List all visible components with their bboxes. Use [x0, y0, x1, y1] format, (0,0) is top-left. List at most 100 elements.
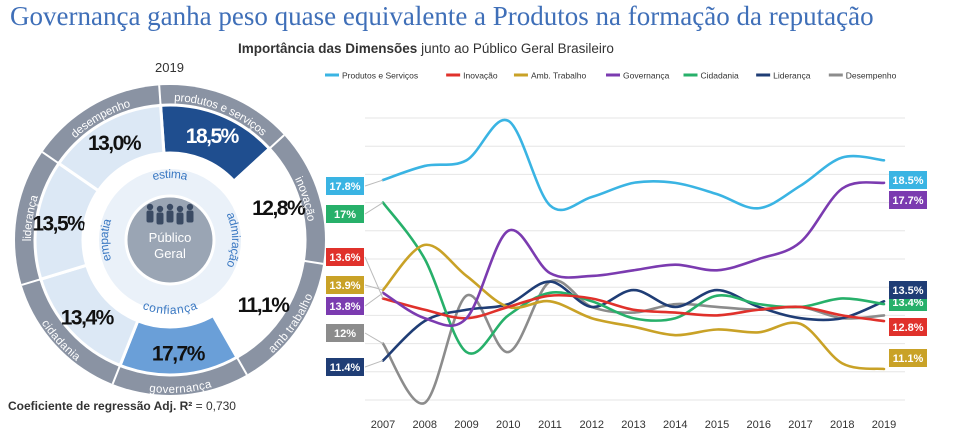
- legend-item: Governança: [606, 71, 670, 81]
- end-label: 11.1%: [889, 349, 927, 367]
- donut-inner-label-0: estima: [151, 167, 189, 183]
- start-leader: [364, 179, 384, 187]
- end-label: 17.7%: [889, 191, 927, 209]
- donut-value-produtos: 18,5%: [186, 125, 240, 148]
- start-leader: [364, 332, 384, 345]
- x-tick-label: 2009: [454, 419, 478, 431]
- label-box-bg: [326, 205, 364, 223]
- legend-item: Liderança: [756, 71, 811, 81]
- label-box-bg: [326, 297, 364, 315]
- donut-separator: [303, 259, 324, 265]
- footnote-value: = 0,730: [195, 399, 236, 413]
- series-line-produtos-e-servi-os: [381, 118, 886, 212]
- donut-inner-label-1: admiração: [224, 210, 243, 270]
- donut-value-lideranca: 13,5%: [32, 213, 86, 236]
- label-box-text: 17%: [334, 209, 356, 221]
- x-tick-label: 2012: [580, 419, 604, 431]
- label-box-text: 13.9%: [329, 280, 360, 292]
- label-box-bg: [889, 349, 927, 367]
- start-label: 13.8%: [326, 297, 364, 315]
- start-label: 17.8%: [326, 177, 364, 195]
- series-line-governan-a: [381, 181, 886, 328]
- end-label: 13.5%: [889, 281, 927, 299]
- label-box-text: 11.1%: [893, 353, 924, 365]
- regression-footnote: Coeficiente de regressão Adj. R² = 0,730: [8, 399, 236, 413]
- x-tick-label: 2017: [788, 419, 812, 431]
- donut-inner-label-3: empatia: [97, 217, 114, 263]
- donut-segment-desempenho: [56, 103, 166, 193]
- subtitle-bold: Importância das Dimensões: [238, 41, 418, 56]
- start-leader: [364, 292, 384, 307]
- x-tick-label: 2016: [747, 419, 771, 431]
- label-box-text: 13.8%: [329, 301, 360, 313]
- donut-value-inovacao: 12,8%: [252, 197, 306, 220]
- label-box-bg: [326, 177, 364, 195]
- page-title: Governança ganha peso quase equivalente …: [10, 1, 874, 31]
- label-box-text: 12.8%: [892, 322, 923, 334]
- x-tick-label: 2014: [663, 419, 687, 431]
- label-box-text: 18.5%: [892, 175, 923, 187]
- start-leader: [364, 284, 384, 291]
- donut-value-amb_trabalho: 11,1%: [238, 294, 291, 317]
- series-line-amb-trabalho: [381, 243, 886, 371]
- start-leader: [364, 360, 384, 368]
- x-tick-label: 2019: [872, 419, 896, 431]
- donut-value-desempenho: 13,0%: [88, 132, 142, 155]
- legend-label: Cidadania: [701, 71, 740, 81]
- x-tick-label: 2013: [621, 419, 645, 431]
- legend-label: Amb. Trabalho: [531, 71, 587, 81]
- start-leader: [364, 202, 384, 215]
- start-label: 17%: [326, 205, 364, 223]
- donut-separator: [41, 151, 60, 165]
- legend-item: Desempenho: [828, 71, 897, 81]
- start-label: 13.6%: [326, 248, 364, 266]
- label-box-text: 13.6%: [329, 252, 360, 264]
- start-label: 11.4%: [326, 358, 364, 376]
- legend-label: Produtos e Serviços: [342, 71, 418, 81]
- x-tick-label: 2010: [496, 419, 520, 431]
- donut-center-line1: Público: [149, 230, 192, 245]
- x-tick-label: 2018: [830, 419, 854, 431]
- label-box-text: 17.7%: [892, 195, 923, 207]
- people-icon: [146, 203, 194, 225]
- label-box-bg: [889, 191, 927, 209]
- donut-center-line2: Geral: [154, 246, 186, 261]
- start-leader: [364, 256, 384, 299]
- donut-year: 2019: [155, 60, 184, 75]
- label-box-text: 13.5%: [892, 285, 923, 297]
- donut-value-governanca: 17,7%: [152, 343, 206, 366]
- label-box-bg: [889, 318, 927, 336]
- donut-separator: [236, 356, 248, 376]
- label-box-text: 17.8%: [329, 181, 360, 193]
- start-label: 13.9%: [326, 276, 364, 294]
- donut-value-cidadania: 13,4%: [61, 306, 115, 329]
- chart-subtitle: Importância das Dimensões junto ao Públi…: [238, 41, 614, 56]
- start-label: 12%: [326, 324, 364, 342]
- label-box-bg: [326, 276, 364, 294]
- legend-item: Cidadania: [683, 71, 740, 81]
- end-label: 12.8%: [889, 318, 927, 336]
- legend-label: Governança: [623, 71, 670, 81]
- label-box-bg: [889, 281, 927, 299]
- donut-separator: [21, 278, 42, 286]
- label-box-bg: [889, 171, 927, 189]
- end-label: 18.5%: [889, 171, 927, 189]
- label-box-text: 13.4%: [892, 297, 923, 309]
- legend-label: Inovação: [463, 71, 498, 81]
- legend-label: Desempenho: [846, 71, 897, 81]
- x-tick-label: 2011: [538, 419, 562, 431]
- x-tick-label: 2015: [705, 419, 729, 431]
- donut-separator: [158, 85, 162, 106]
- x-tick-label: 2008: [413, 419, 437, 431]
- donut-separator: [268, 134, 285, 150]
- label-box-text: 11.4%: [330, 362, 361, 374]
- label-box-bg: [326, 324, 364, 342]
- label-box-bg: [326, 358, 364, 376]
- label-box-text: 12%: [334, 328, 356, 340]
- legend-item: Inovação: [446, 71, 498, 81]
- legend-item: Produtos e Serviços: [325, 71, 418, 81]
- series-line-lideran-a: [381, 280, 886, 362]
- subtitle-rest: junto ao Público Geral Brasileiro: [417, 41, 614, 56]
- donut-separator: [111, 365, 121, 385]
